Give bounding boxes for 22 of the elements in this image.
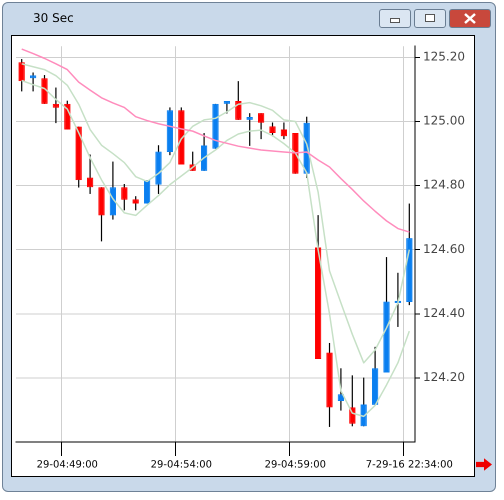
candlestick bbox=[280, 122, 288, 140]
y-tick-label: 125.00 bbox=[423, 114, 466, 128]
candlestick bbox=[258, 112, 264, 140]
x-tick-label: 29-04:49:00 bbox=[36, 460, 98, 471]
y-tick-label: 124.80 bbox=[423, 178, 466, 192]
x-tick-label: 7-29-16 22:34:00 bbox=[366, 460, 453, 471]
candlestick bbox=[121, 183, 128, 211]
y-tick-label: 124.40 bbox=[423, 306, 466, 320]
y-tick-label: 124.60 bbox=[423, 242, 466, 256]
y-tick-label: 125.20 bbox=[423, 50, 466, 64]
candlestick bbox=[338, 368, 344, 412]
candlestick bbox=[360, 376, 367, 427]
candlestick bbox=[132, 196, 139, 211]
candlestick bbox=[246, 112, 253, 146]
candlestick bbox=[64, 100, 70, 130]
candlestick bbox=[86, 154, 94, 195]
y-tick-label: 124.20 bbox=[423, 370, 466, 384]
candlestick bbox=[18, 58, 25, 92]
x-tick-label: 29-04:54:00 bbox=[150, 460, 212, 471]
chart-title: 30 Sec bbox=[33, 11, 74, 25]
candlestick bbox=[224, 100, 230, 114]
x-tick-label: 29-04:59:00 bbox=[264, 460, 326, 471]
